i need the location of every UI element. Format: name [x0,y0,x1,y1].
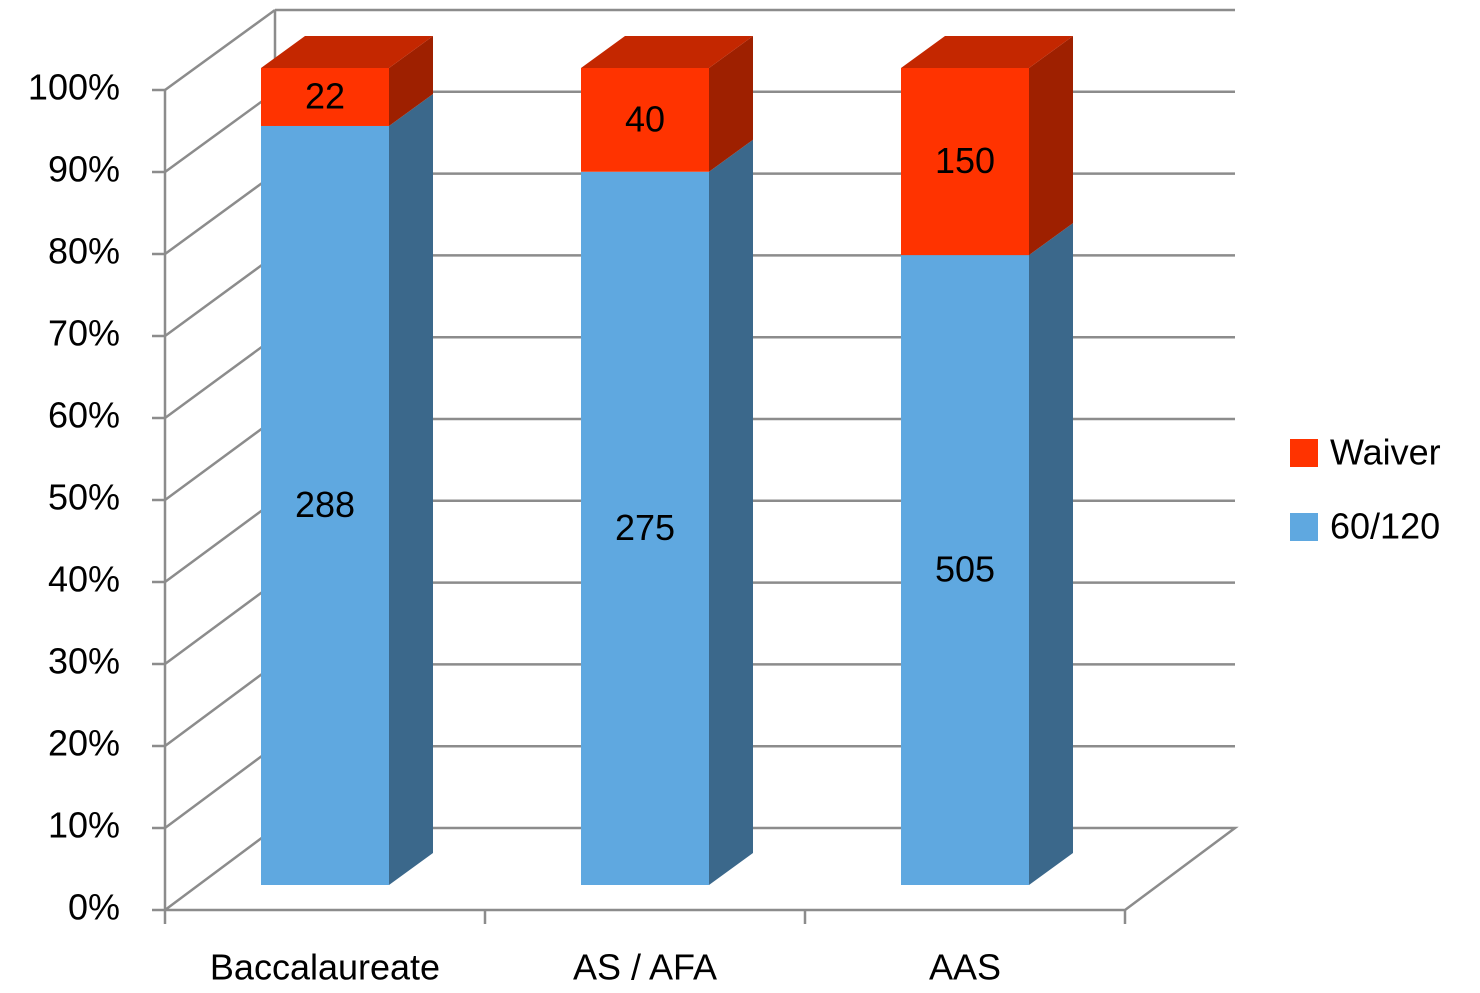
y-tick-label: 100% [28,67,120,108]
bar [261,125,389,885]
bar-top [581,36,753,68]
y-tick-label: 50% [48,477,120,518]
bar-side [709,36,753,172]
bar [901,255,1029,885]
y-tick-label: 40% [48,559,120,600]
legend-swatch [1290,439,1318,467]
bar-side [1029,36,1073,256]
y-tick-label: 0% [68,887,120,928]
legend-label: 60/120 [1330,506,1440,547]
bar [581,68,709,172]
bar [261,68,389,126]
data-label: 275 [615,507,675,548]
y-tick-label: 30% [48,641,120,682]
data-label: 22 [305,76,345,117]
y-tick-label: 80% [48,231,120,272]
x-tick-label: AS / AFA [573,947,717,988]
bar-side [1029,223,1073,885]
bar-side [709,139,753,885]
y-tick-label: 70% [48,313,120,354]
y-tick-label: 10% [48,805,120,846]
bar-top [901,36,1073,68]
data-label: 150 [935,140,995,181]
bar-top [261,36,433,68]
x-tick-label: AAS [929,947,1001,988]
y-tick-label: 60% [48,395,120,436]
data-label: 288 [295,484,355,525]
y-tick-label: 20% [48,723,120,764]
legend-label: Waiver [1330,432,1441,473]
bar [581,171,709,885]
grid-line [164,336,276,420]
bar-side [389,36,433,126]
grid-line [164,499,276,584]
bar [901,68,1029,256]
grid-line [164,172,276,256]
grid-line [164,90,276,174]
grid-line [164,581,276,666]
grid-line [164,417,276,502]
bar-side [389,93,433,885]
x-tick-label: Baccalaureate [210,947,440,988]
data-label: 40 [625,98,665,139]
legend-swatch [1290,513,1318,541]
y-tick-label: 90% [48,149,120,190]
grid-line [164,663,276,748]
grid-line [164,745,276,830]
grid-line [164,8,276,92]
grid-line [164,254,276,338]
data-label: 505 [935,549,995,590]
